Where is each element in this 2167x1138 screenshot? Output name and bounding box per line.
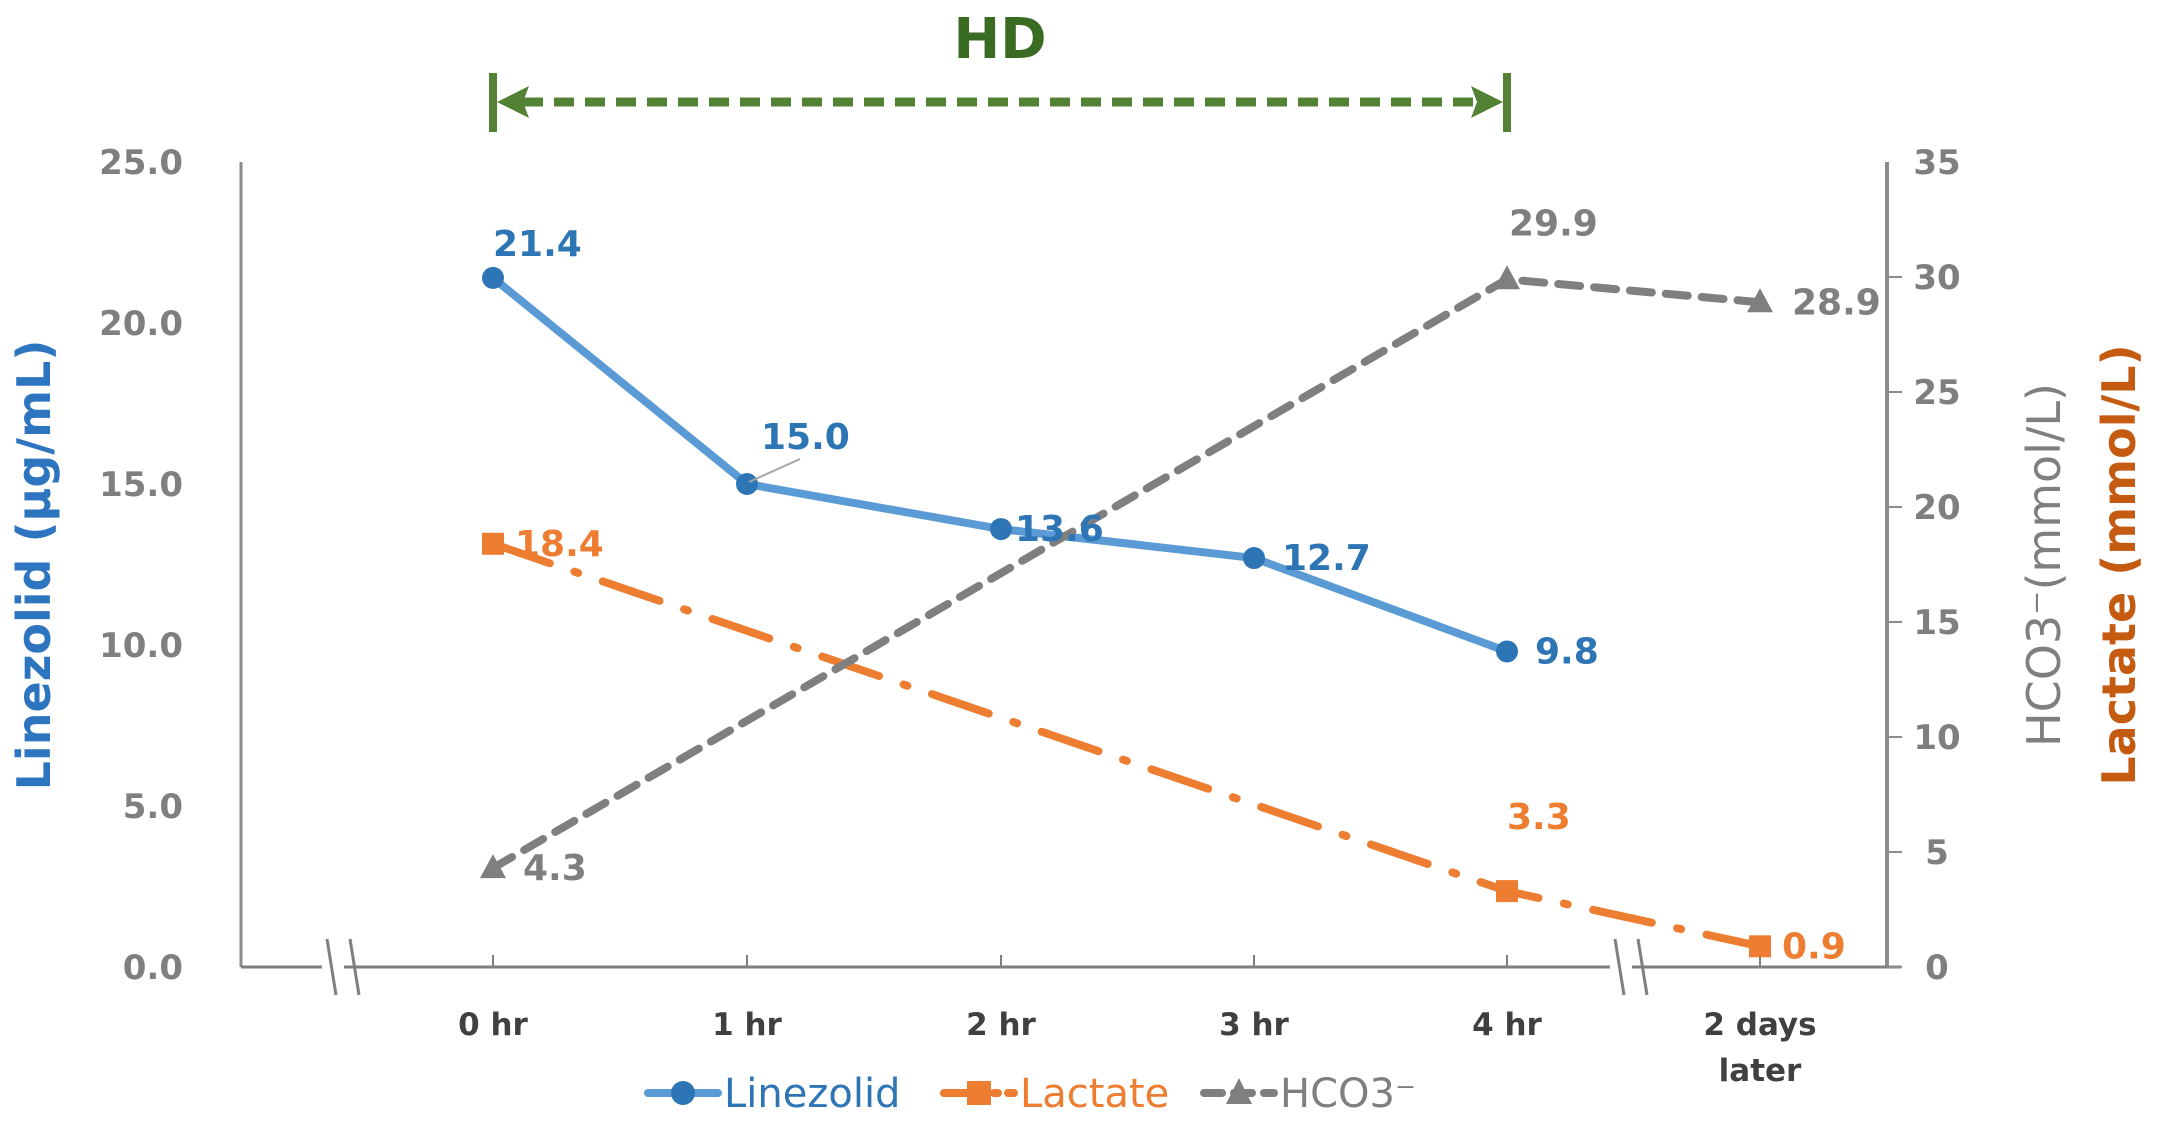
data-label: 28.9 [1792,282,1881,323]
right-axis-tick-label: 30 [1913,258,1960,298]
right-axis-tick-label: 10 [1913,718,1960,758]
data-label: 18.4 [515,524,604,565]
legend-square-marker-icon [967,1081,991,1105]
data-point-circle-marker [990,518,1012,541]
axis-break-mark-icon [348,938,361,996]
hd-annotation: HD [489,7,1511,132]
data-label: 9.8 [1535,631,1599,672]
x-axis-tick-label: 0 hr [458,1007,528,1043]
right-axis-title-lactate: Lactate (mmol/L) [2092,344,2146,785]
hd-arrowhead-left-icon [497,86,529,118]
series-hco3 [480,265,1773,879]
right-axis-tick-label: 35 [1913,143,1960,183]
right-axis-tick-label: 15 [1913,603,1960,643]
hd-bracket [489,73,1511,132]
left-axis-tick-label: 10.0 [99,626,183,666]
axis-break-mark-icon [1636,938,1649,996]
data-point-circle-marker [736,473,758,495]
x-axis-tick-labels: 0 hr 1 hr 2 hr 3 hr 4 hr 2 days later [458,1007,1816,1089]
data-label-leader-line [748,458,801,483]
data-label: 29.9 [1509,203,1598,244]
right-axis-title-hco3: HCO3⁻(mmol/L) [2017,383,2071,747]
legend-item: Linezolid [644,1071,900,1117]
x-axis-tick-label: 1 hr [712,1007,782,1043]
hd-title: HD [953,7,1046,72]
left-axis-tick-label: 0.0 [123,948,183,988]
data-label: 15.0 [761,417,850,458]
data-point-triangle-marker [1747,288,1773,313]
series-line [489,539,1764,951]
axis-break-mark-icon [1613,938,1626,996]
data-label: 12.7 [1282,538,1371,579]
data-label: 0.9 [1782,926,1846,967]
legend-item: Lactate [940,1071,1169,1117]
data-point-square-marker [1496,880,1518,903]
left-axis-tick-label: 5.0 [123,787,183,827]
legend-label: Linezolid [724,1071,900,1117]
hd-arrowhead-right-icon [1471,86,1503,118]
data-point-square-marker [482,532,504,555]
x-axis-tick-label: 3 hr [1219,1007,1289,1043]
legend-label: Lactate [1020,1071,1169,1117]
left-axis-tick-labels: 0.0 5.0 10.0 15.0 20.0 25.0 [99,143,183,988]
series-lactate [482,532,1771,958]
left-axis-tick-label: 25.0 [99,143,183,183]
data-label: 4.3 [523,848,587,889]
data-point-circle-marker [1496,640,1518,663]
data-point-square-marker [1749,935,1771,958]
left-axis-title: Linezolid (μg/mL) [7,340,61,791]
data-point-circle-marker [482,266,504,289]
right-axis-tick-label: 20 [1913,488,1960,528]
data-point-triangle-marker [480,854,506,879]
axis-break-mark-icon [325,938,338,996]
data-label: 21.4 [493,224,582,265]
legend: Linezolid Lactate HCO3⁻ [644,1071,1416,1117]
series-layer [480,265,1773,958]
left-axis-tick-label: 15.0 [99,465,183,505]
series-linezolid [482,266,1518,663]
x-axis-tick-label: 2 days [1703,1007,1816,1043]
data-point-circle-marker [1243,547,1265,570]
axes [239,162,1902,996]
data-point-triangle-marker [1494,265,1520,290]
x-axis-tick-label: 2 hr [966,1007,1036,1043]
x-axis-tick-label: later [1719,1053,1802,1089]
right-axis-tick-labels: 0 5 10 15 20 25 30 35 [1913,143,1960,988]
right-axis-tick-label: 25 [1913,373,1960,413]
x-axis-tick-label: 4 hr [1472,1007,1542,1043]
data-label: 3.3 [1507,797,1571,838]
legend-label: HCO3⁻ [1280,1071,1416,1117]
legend-triangle-marker-icon [1226,1078,1252,1104]
right-axis-tick-label: 0 [1925,948,1949,988]
legend-item: HCO3⁻ [1200,1071,1416,1117]
legend-circle-marker-icon [671,1081,695,1105]
right-axis-tick-label: 5 [1925,833,1949,873]
series-line [489,275,1764,873]
data-labels: 21.4 15.0 13.6 12.7 9.8 18.4 3.3 0.9 4.3 29.9 28.9 [493,203,1881,967]
left-axis-tick-label: 20.0 [99,304,183,344]
data-label: 13.6 [1015,509,1104,550]
